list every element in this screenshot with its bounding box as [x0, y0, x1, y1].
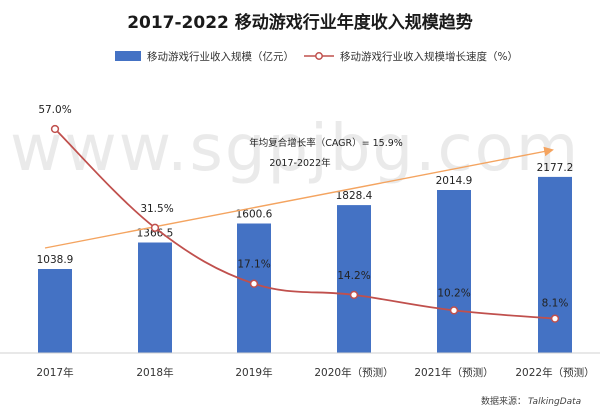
- chart-title: 2017-2022 移动游戏行业年度收入规模趋势: [127, 12, 473, 33]
- bar: [337, 205, 371, 353]
- growth-point: [50, 124, 60, 134]
- growth-point: [550, 314, 560, 323]
- watermark: www.sgpjbg.com: [10, 112, 580, 186]
- cagr-annotation: 年均复合增长率（CAGR）= 15.9% 2017-2022年: [44, 137, 554, 249]
- legend-line-marker: [315, 52, 323, 60]
- cagr-period: 2017-2022年: [269, 157, 331, 169]
- bar-value-label: 1828.4: [336, 190, 373, 202]
- bar: [138, 242, 172, 353]
- legend-bar-label: 移动游戏行业收入规模（亿元）: [147, 50, 294, 63]
- bar-series: [38, 176, 572, 353]
- cagr-text: 年均复合增长率（CAGR）= 15.9%: [249, 137, 403, 149]
- bar-value-labels: 1038.9 1366.5 1600.6 1828.4 2014.9 2177.2: [37, 162, 574, 266]
- growth-point: [449, 306, 459, 315]
- growth-value-label: 8.1%: [542, 298, 569, 310]
- bar-value-label: 1366.5: [137, 228, 174, 240]
- bar: [237, 223, 271, 353]
- source-brand: TalkingData: [528, 397, 581, 407]
- growth-value-label: 31.5%: [140, 203, 173, 215]
- growth-value-label: 10.2%: [437, 287, 470, 299]
- x-tick-label: 2018年: [136, 366, 173, 379]
- growth-value-label: 57.0%: [38, 104, 71, 116]
- source-label: 数据来源：: [481, 395, 526, 407]
- growth-line: [54, 128, 556, 320]
- x-tick-label: 2021年（预测）: [414, 366, 493, 379]
- x-tick-label: 2019年: [235, 366, 272, 379]
- growth-point: [349, 290, 359, 300]
- bar: [38, 269, 72, 353]
- x-axis-ticks: 2017年 2018年 2019年 2020年（预测） 2021年（预测） 2022年（预…: [36, 366, 594, 379]
- cagr-arrow: [44, 146, 554, 249]
- growth-point: [249, 279, 259, 288]
- growth-value-label: 17.1%: [237, 259, 270, 271]
- bar-value-label: 2177.2: [537, 162, 574, 174]
- growth-value-labels: 57.0% 31.5% 17.1% 14.2% 10.2% 8.1%: [38, 104, 568, 310]
- legend-line-label: 移动游戏行业收入规模增长速度（%）: [340, 50, 518, 63]
- legend: 移动游戏行业收入规模（亿元） 移动游戏行业收入规模增长速度（%）: [115, 50, 518, 63]
- legend-bar-swatch: [115, 51, 141, 61]
- x-tick-label: 2022年（预测）: [515, 366, 594, 379]
- bar-value-label: 1600.6: [236, 209, 273, 221]
- bar-value-label: 1038.9: [37, 254, 74, 266]
- bar-value-label: 2014.9: [436, 175, 473, 187]
- growth-value-label: 14.2%: [337, 270, 370, 282]
- growth-point: [150, 223, 160, 232]
- x-tick-label: 2017年: [36, 366, 73, 379]
- bar: [437, 190, 471, 353]
- growth-line-series: [50, 124, 560, 323]
- x-tick-label: 2020年（预测）: [314, 366, 393, 379]
- bar: [538, 176, 572, 353]
